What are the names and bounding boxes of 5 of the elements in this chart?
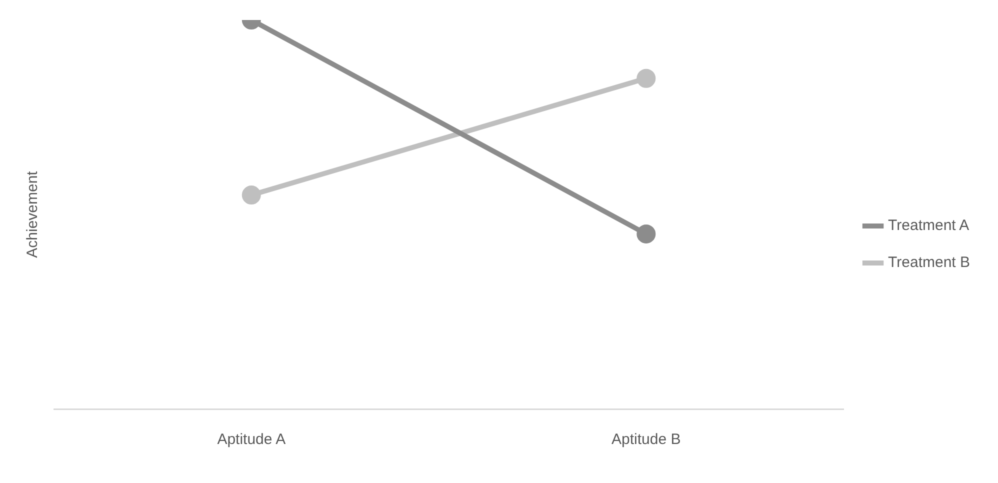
legend-label: Treatment A [888,217,970,234]
x-tick-label: Aptitude A [217,431,286,448]
y-axis-title: Achievement [24,170,42,258]
x-tick-label: Aptitude B [612,431,681,448]
legend-label: Treatment B [888,254,970,272]
